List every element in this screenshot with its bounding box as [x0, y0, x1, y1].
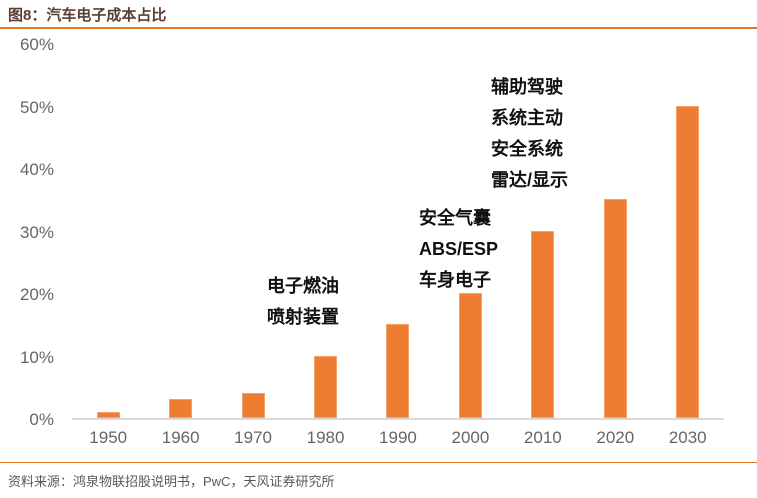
bar-cell — [652, 45, 724, 418]
bar-cell — [217, 45, 289, 418]
y-tick-label: 0% — [29, 410, 54, 429]
x-tick-label: 1980 — [306, 428, 345, 447]
bar-cell — [362, 45, 434, 418]
bar-cell — [434, 45, 506, 418]
y-tick-label: 10% — [19, 347, 54, 367]
y-tick-label: 40% — [19, 160, 54, 179]
x-tick-label: 2010 — [523, 428, 562, 447]
x-tick-label: 1970 — [234, 428, 272, 447]
bar-cell — [289, 45, 361, 418]
bar-cell — [72, 45, 144, 418]
bar-1980 — [314, 355, 338, 418]
y-tick-label: 20% — [19, 285, 54, 304]
bar-2010 — [531, 230, 555, 418]
bar-cell — [579, 45, 651, 418]
x-tick-label: 1990 — [379, 428, 417, 447]
bar-1960 — [169, 399, 193, 418]
y-tick-label: 60% — [19, 35, 54, 54]
x-axis-labels: 1950 1960 1970 1980 1990 2000 2010 2020 2030 — [72, 428, 724, 448]
x-tick-label: 2020 — [596, 428, 635, 447]
bar-2000 — [458, 293, 482, 418]
y-tick-label: 50% — [19, 97, 54, 117]
bar-chart-plot — [72, 45, 724, 420]
bar-cell — [144, 45, 216, 418]
bar-2020 — [603, 199, 627, 418]
bar-1950 — [96, 411, 120, 418]
top-divider — [0, 27, 757, 29]
bar-2030 — [676, 105, 700, 418]
bar-1990 — [386, 324, 410, 418]
x-tick-label: 2030 — [668, 428, 707, 447]
bar-cell — [507, 45, 579, 418]
x-tick-label: 2000 — [451, 428, 490, 447]
x-tick-label: 1950 — [89, 428, 128, 447]
y-tick-label: 30% — [19, 222, 54, 242]
y-axis-labels: 60% 50% 40% 30% 20% 10% 0% — [0, 35, 56, 429]
bar-1970 — [241, 393, 265, 418]
x-tick-label: 1960 — [161, 428, 200, 447]
bottom-divider — [0, 462, 757, 463]
bars-container — [72, 45, 724, 418]
source-note: 资料来源：鸿泉物联招股说明书，PwC，天风证券研究所 — [8, 474, 335, 489]
figure-title: 图8：汽车电子成本占比 — [8, 7, 167, 24]
